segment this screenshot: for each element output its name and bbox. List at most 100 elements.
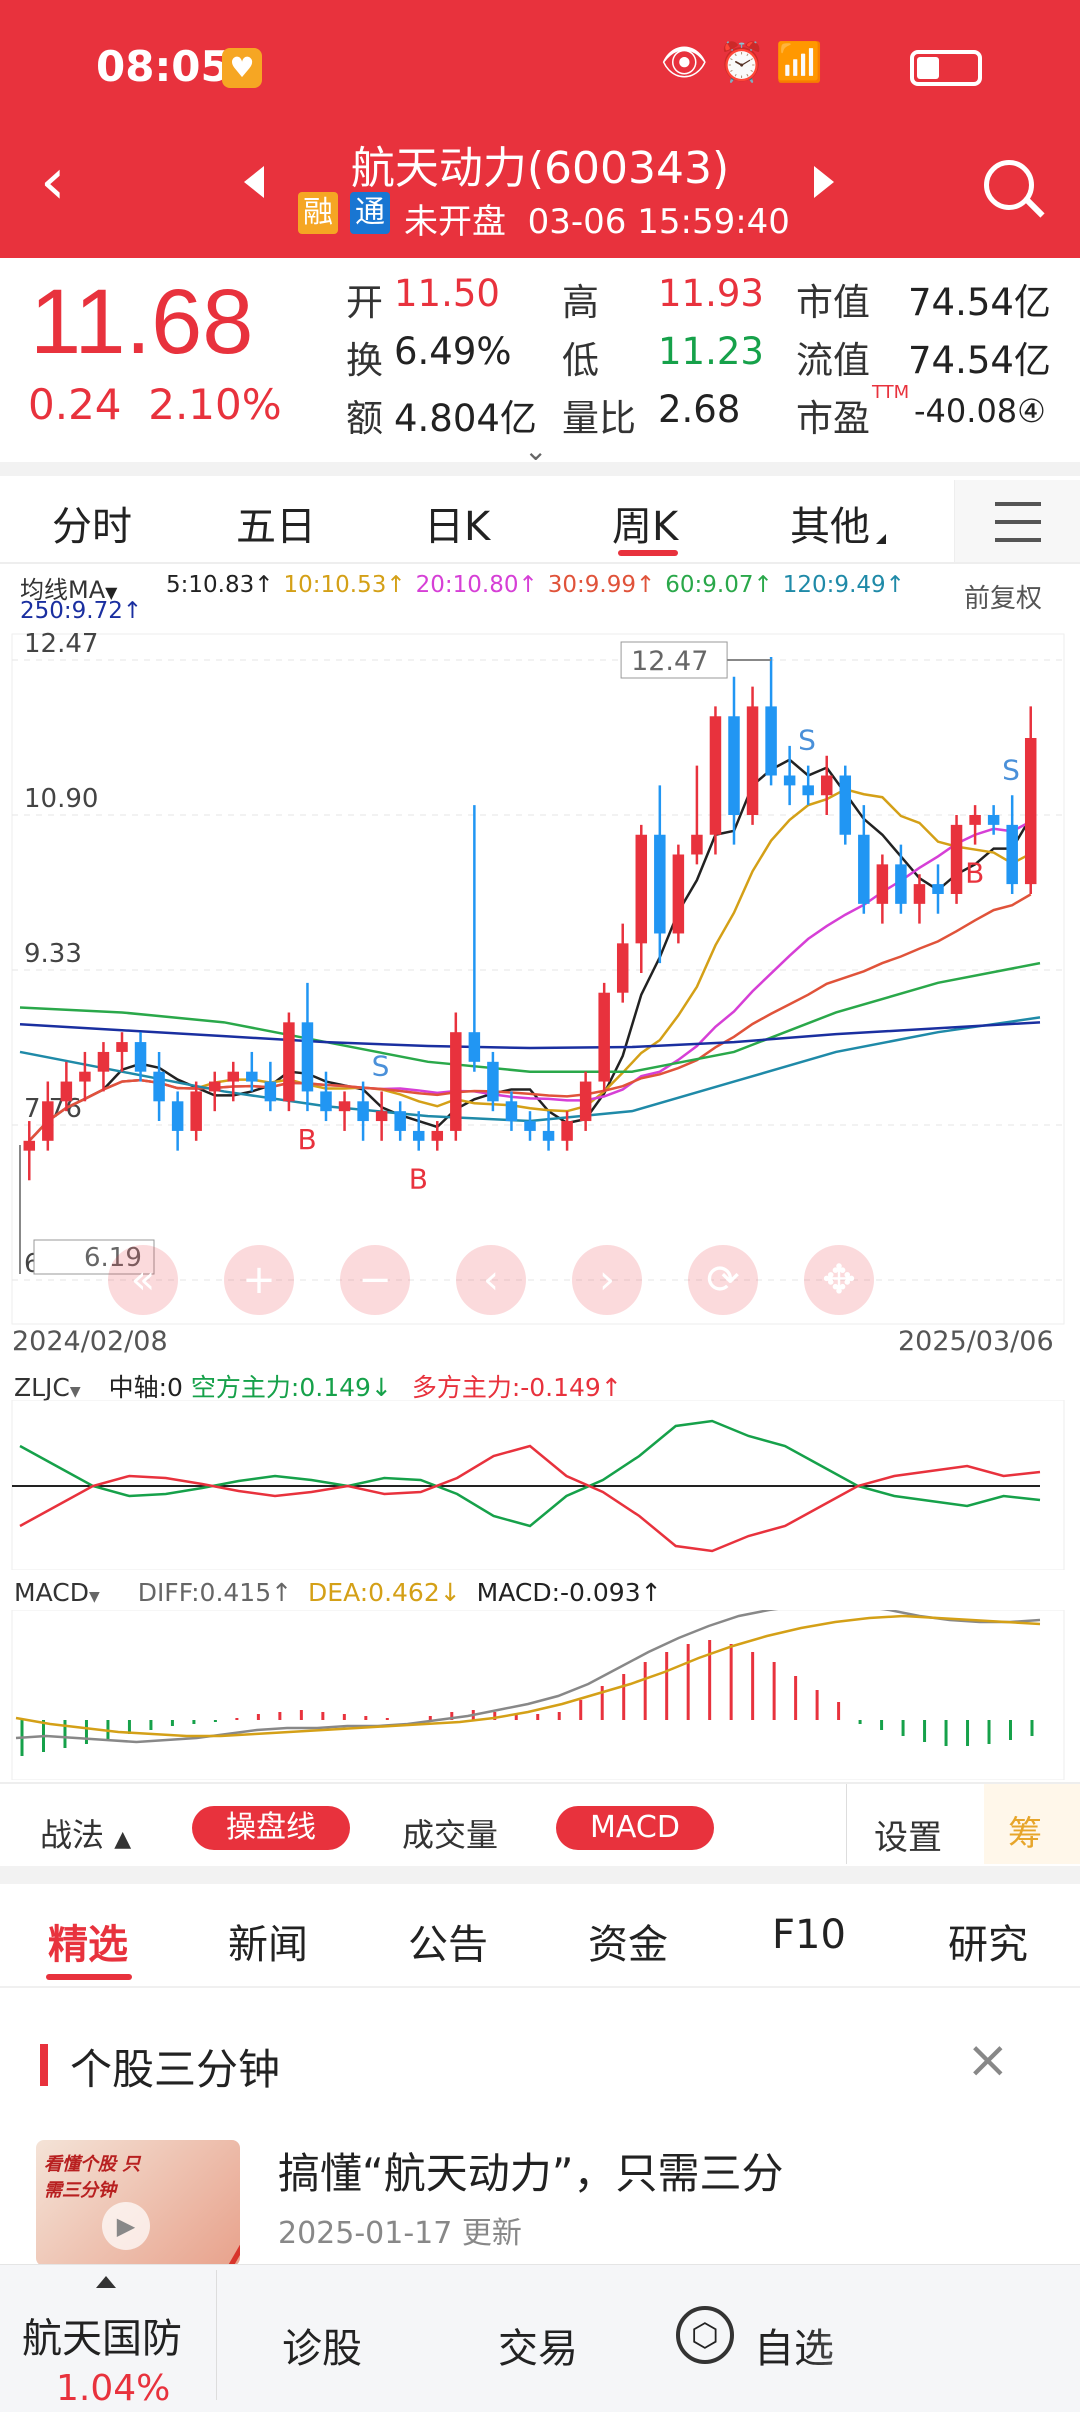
candle [802, 765, 814, 806]
fullscreen-icon[interactable]: ✥ [804, 1245, 874, 1315]
adjust-button[interactable]: 前复权 [964, 584, 1043, 614]
ma-legend[interactable]: 均线MA▼ [20, 570, 117, 605]
turnover-label: 换 [346, 339, 383, 382]
kline-tab-2[interactable]: 日K [424, 504, 491, 550]
candle-body [338, 1101, 351, 1112]
candle-body [969, 815, 981, 825]
status-badge-icon: ♥ [222, 48, 262, 88]
candle-body [1006, 824, 1018, 885]
candle-body [375, 1111, 388, 1122]
battery-icon [910, 50, 982, 86]
kline-tab-3[interactable]: 周K [612, 504, 679, 550]
layout-menu-icon[interactable] [954, 480, 1080, 564]
news-tab-0[interactable]: 精选 [48, 1922, 128, 1968]
candle [654, 785, 666, 964]
zljc-dropdown-icon: ▼ [69, 1384, 81, 1400]
settings-button[interactable]: 设置 [874, 1818, 942, 1858]
ma-dropdown-icon: ▼ [105, 583, 118, 602]
play-icon[interactable]: ▶ [102, 2202, 150, 2250]
macd-dea-line [15, 1614, 1041, 1738]
zoom-in-icon[interactable]: + [224, 1245, 294, 1315]
candle-body [765, 706, 777, 776]
ma-label: 均线MA [20, 576, 106, 604]
mcap-value: 74.54亿 [908, 281, 1051, 324]
macd-frame [11, 1610, 1065, 1780]
zoom-out-icon[interactable]: − [340, 1245, 410, 1315]
candle [338, 1091, 351, 1131]
divider [0, 1986, 1080, 1988]
date-start: 2024/02/08 [12, 1326, 168, 1357]
expand-chevron-icon[interactable]: ⌄ [524, 434, 548, 467]
ma-item-4: 60:9.07↑ [665, 572, 773, 598]
news-tab-5[interactable]: 研究 [948, 1922, 1028, 1968]
candle-body [134, 1042, 147, 1072]
zljc-legend[interactable]: ZLJC▼ 中轴:0 空方主力:0.149↓ 多方主力:-0.149↑ [14, 1368, 622, 1404]
news-tab-2[interactable]: 公告 [408, 1922, 488, 1968]
zljc-bear: 空方主力:0.149↓ [190, 1373, 392, 1402]
candle-body [320, 1091, 332, 1112]
candle [431, 1121, 444, 1151]
candle [468, 805, 481, 1072]
candle [79, 1051, 91, 1102]
open-value: 11.50 [394, 272, 500, 315]
scroll-right-icon[interactable]: › [572, 1245, 642, 1315]
kline-tab-0[interactable]: 分时 [52, 504, 132, 550]
macd-button[interactable]: MACD [556, 1806, 714, 1850]
candle [357, 1081, 369, 1141]
candle-body [802, 785, 814, 796]
candle [950, 815, 963, 904]
zljc-mid: 中轴:0 [108, 1373, 183, 1402]
buy-signal: B [297, 1123, 316, 1156]
candle [450, 1012, 462, 1141]
divider [216, 2270, 217, 2400]
section-marker [40, 2044, 48, 2086]
candle [913, 874, 926, 924]
strategy-label: 战法 [40, 1816, 105, 1854]
article-title[interactable]: 搞懂“航天动力”，只需三分 [278, 2149, 784, 2198]
candle [320, 1071, 332, 1122]
prev-stock-icon[interactable] [244, 166, 264, 198]
news-tab-1[interactable]: 新闻 [228, 1922, 308, 1968]
operate-line-button[interactable]: 操盘线 [192, 1806, 350, 1850]
watchlist-icon[interactable]: ⬡ [676, 2306, 734, 2364]
volume-button[interactable]: 成交量 [402, 1816, 499, 1854]
macd-dropdown-icon: ▼ [88, 1589, 100, 1605]
sector-name[interactable]: 航天国防 [22, 2316, 182, 2362]
status-time: 08:05 [96, 42, 230, 91]
news-tab-underline [46, 1974, 132, 1980]
kline-tab-4[interactable]: 其他 [790, 504, 870, 550]
trade-button[interactable]: 交易 [498, 2326, 578, 2372]
close-icon[interactable]: × [966, 2030, 1010, 2090]
candle-body [208, 1081, 221, 1092]
candle [691, 765, 703, 865]
diagnose-button[interactable]: 诊股 [282, 2326, 362, 2372]
title-fade [780, 2126, 1080, 2206]
zljc-bull: 多方主力:-0.149↑ [411, 1373, 622, 1402]
next-stock-icon[interactable] [814, 166, 834, 198]
news-tab-4[interactable]: F10 [772, 1912, 846, 1958]
news-tab-3[interactable]: 资金 [588, 1922, 668, 1968]
candle-body [171, 1101, 184, 1131]
candle-body [357, 1101, 369, 1122]
buy-signal: B [965, 857, 984, 890]
article-thumbnail[interactable]: 看懂个股 只需三分钟 ▶ [36, 2140, 240, 2266]
candle [134, 1032, 147, 1082]
macd-diff-line [15, 1610, 1041, 1744]
kline-tab-1[interactable]: 五日 [236, 504, 316, 550]
price-axis-label: 10.90 [24, 784, 98, 814]
article-date: 2025-01-17 更新 [278, 2216, 522, 2251]
candle [60, 1061, 73, 1112]
scroll-left-fast-icon[interactable]: « [108, 1245, 178, 1315]
other-dropdown-icon [876, 534, 886, 544]
market-datetime: 03-06 15:59:40 [527, 202, 790, 242]
search-icon[interactable] [984, 160, 1034, 210]
scroll-left-icon[interactable]: ‹ [456, 1245, 526, 1315]
divider [0, 1782, 1080, 1784]
rotate-icon[interactable]: ⟳ [688, 1245, 758, 1315]
chip-button[interactable]: 筹 [984, 1784, 1080, 1864]
stock-title: 航天动力(600343) [350, 143, 730, 194]
macd-legend[interactable]: MACD▼ DIFF:0.415↑ DEA:0.462↓ MACD:-0.093… [14, 1578, 662, 1607]
back-arrow-icon[interactable]: ‹ [40, 145, 66, 219]
strategy-button[interactable]: 战法 ▲ [40, 1810, 131, 1856]
